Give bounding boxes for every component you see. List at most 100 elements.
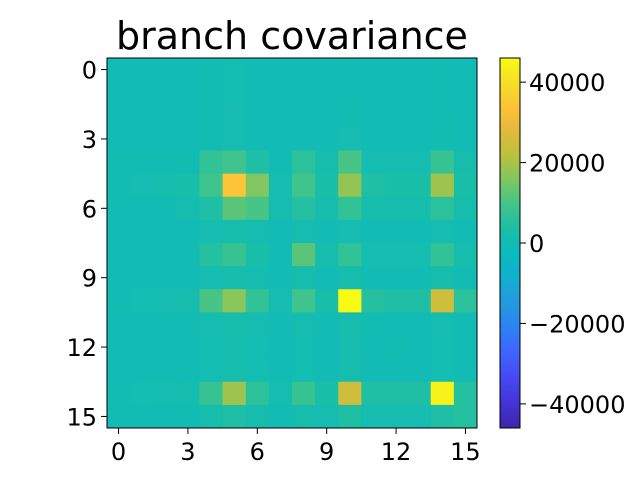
heatmap-cell xyxy=(338,289,362,313)
heatmap-cell xyxy=(107,173,131,198)
heatmap-cell xyxy=(222,243,247,267)
heatmap-cell xyxy=(199,404,224,429)
heatmap-cell xyxy=(292,289,316,313)
x-tick-label: 6 xyxy=(250,438,265,466)
heatmap-cell xyxy=(245,381,270,406)
heatmap-cell xyxy=(384,312,409,336)
heatmap-cell xyxy=(245,173,270,198)
heatmap-cell xyxy=(361,243,385,267)
heatmap-cell xyxy=(199,243,224,267)
heatmap-cell xyxy=(407,312,432,336)
heatmap-cell xyxy=(453,173,478,198)
heatmap-cell xyxy=(222,381,247,406)
heatmap-cell xyxy=(315,173,339,198)
heatmap-cell xyxy=(199,196,224,221)
heatmap-cell xyxy=(384,404,409,429)
heatmap-cell xyxy=(338,127,362,151)
heatmap-cell xyxy=(222,219,247,244)
heatmap-cell xyxy=(107,243,131,267)
heatmap-cell xyxy=(153,404,177,429)
heatmap-cell xyxy=(268,312,293,336)
heatmap-cell xyxy=(153,381,177,406)
x-tick-label: 15 xyxy=(450,438,481,466)
heatmap-cell xyxy=(338,81,362,105)
heatmap-cell xyxy=(245,219,270,244)
heatmap-cell xyxy=(222,312,247,336)
y-tick-label: 9 xyxy=(82,265,97,293)
heatmap-cell xyxy=(107,312,131,336)
heatmap-cell xyxy=(361,289,385,313)
heatmap-cell xyxy=(407,58,432,82)
heatmap-cell xyxy=(430,81,455,105)
heatmap-cell xyxy=(268,104,293,128)
heatmap-cell xyxy=(245,196,270,221)
heatmap-cell xyxy=(338,243,362,267)
heatmap-cell xyxy=(407,104,432,128)
heatmap-cell xyxy=(430,127,455,151)
heatmap-cell xyxy=(407,196,432,221)
heatmap-cell xyxy=(361,81,385,105)
plot-frame xyxy=(106,57,478,429)
heatmap-cell xyxy=(245,312,270,336)
heatmap-cells xyxy=(107,58,478,429)
heatmap-cell xyxy=(107,150,131,175)
heatmap-cell xyxy=(199,358,224,383)
x-tick-label: 0 xyxy=(111,438,126,466)
y-tick-label: 3 xyxy=(82,126,97,154)
heatmap-cell xyxy=(245,358,270,383)
heatmap-cell xyxy=(384,381,409,406)
heatmap-cell xyxy=(153,312,177,336)
heatmap-cell xyxy=(384,173,409,198)
heatmap-cell xyxy=(361,404,385,429)
heatmap-cell xyxy=(199,289,224,313)
heatmap-cell xyxy=(292,219,316,244)
heatmap-cell xyxy=(453,150,478,175)
heatmap-cell xyxy=(453,289,478,313)
heatmap-cell xyxy=(268,58,293,82)
heatmap-cell xyxy=(268,127,293,151)
heatmap-cell xyxy=(107,381,131,406)
heatmap-cell xyxy=(384,150,409,175)
heatmap-cell xyxy=(338,219,362,244)
heatmap-cell xyxy=(361,173,385,198)
heatmap-cell xyxy=(430,312,455,336)
heatmap-cell xyxy=(107,58,131,82)
heatmap-cell xyxy=(176,150,200,175)
heatmap-cell xyxy=(245,289,270,313)
heatmap-cell xyxy=(153,243,177,267)
heatmap-cell xyxy=(222,196,247,221)
heatmap-cell xyxy=(361,150,385,175)
heatmap-cell xyxy=(407,127,432,151)
heatmap-cell xyxy=(338,266,362,290)
heatmap-cell xyxy=(176,289,200,313)
heatmap-cell xyxy=(245,266,270,290)
heatmap-cell xyxy=(176,381,200,406)
x-tick-label: 9 xyxy=(319,438,334,466)
heatmap-cell xyxy=(292,173,316,198)
heatmap-cell xyxy=(292,150,316,175)
heatmap-cell xyxy=(315,266,339,290)
heatmap-cell xyxy=(292,404,316,429)
heatmap-cell xyxy=(361,104,385,128)
heatmap-cell xyxy=(268,289,293,313)
heatmap-cell xyxy=(245,81,270,105)
heatmap-cell xyxy=(176,335,200,360)
heatmap-cell xyxy=(130,358,154,383)
heatmap-cell xyxy=(130,266,154,290)
heatmap-cell xyxy=(130,243,154,267)
heatmap-cell xyxy=(430,289,455,313)
heatmap-cell xyxy=(245,58,270,82)
heatmap-cell xyxy=(338,104,362,128)
heatmap-cell xyxy=(430,358,455,383)
heatmap-cell xyxy=(407,150,432,175)
heatmap-cell xyxy=(407,289,432,313)
heatmap-cell xyxy=(199,58,224,82)
heatmap-cell xyxy=(199,266,224,290)
heatmap-cell xyxy=(384,266,409,290)
heatmap-cell xyxy=(268,335,293,360)
heatmap-cell xyxy=(268,404,293,429)
heatmap-cell xyxy=(153,266,177,290)
heatmap-cell xyxy=(292,335,316,360)
heatmap-cell xyxy=(453,196,478,221)
